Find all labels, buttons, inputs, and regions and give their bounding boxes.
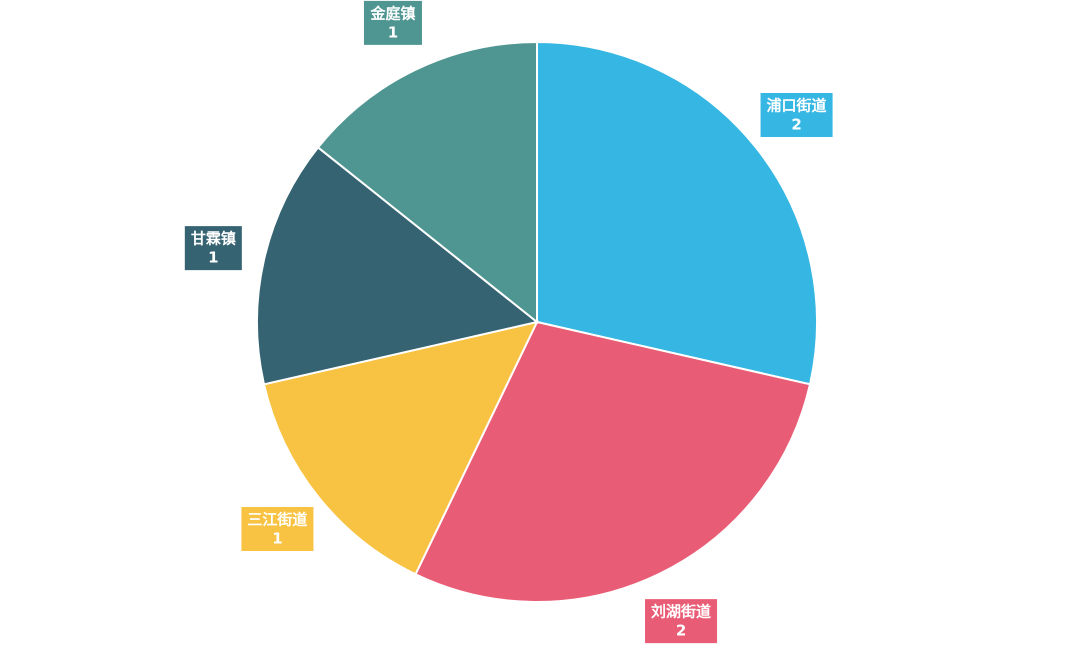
pie-slice	[414, 320, 812, 603]
pie-slice	[536, 40, 818, 386]
label-name: 刘湖街道	[651, 603, 711, 621]
label-box	[645, 599, 718, 644]
pie-slice	[262, 320, 539, 576]
pie-slice	[256, 146, 540, 386]
label-name: 三江街道	[247, 510, 307, 528]
label-box	[241, 506, 314, 551]
label-value: 1	[272, 529, 282, 547]
pie-slice	[316, 40, 538, 325]
label-box	[184, 226, 242, 271]
label-box	[760, 93, 833, 138]
label-value: 2	[791, 116, 801, 134]
label-value: 2	[676, 622, 686, 640]
label-value: 1	[388, 23, 398, 41]
label-name: 金庭镇	[369, 4, 415, 22]
label-box	[363, 0, 422, 45]
label-name: 浦口街道	[767, 97, 827, 115]
label-name: 甘霖镇	[191, 230, 236, 248]
label-value: 1	[208, 249, 218, 267]
